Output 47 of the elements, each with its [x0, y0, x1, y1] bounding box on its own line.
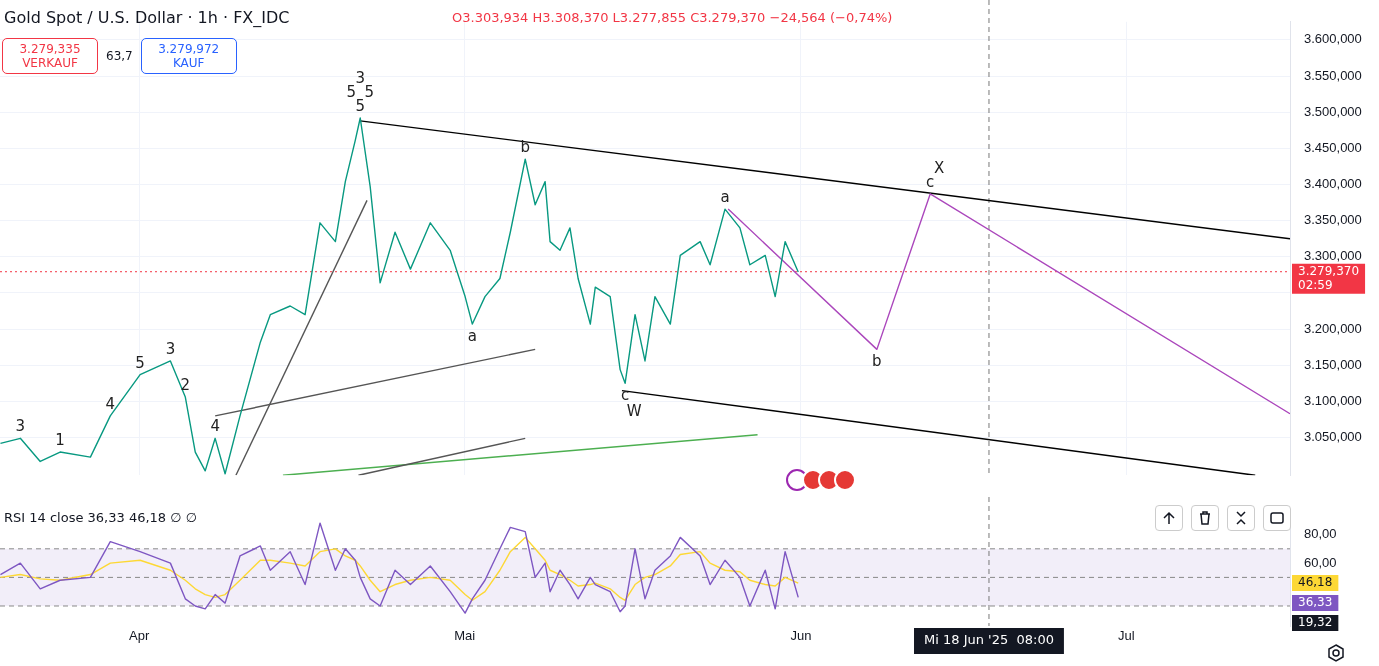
annotation: 63,7 [106, 49, 133, 63]
annotation: a [467, 326, 477, 345]
ref-line-label: 3.279,370 02:59 [1298, 263, 1360, 292]
annotation: c [926, 172, 935, 191]
annotation: 5 [364, 82, 375, 101]
x-tick-label: Jun [790, 628, 812, 644]
annotation: c [620, 386, 630, 405]
x-tick-label: Apr [129, 628, 150, 644]
annotation: b [872, 352, 882, 371]
y-tick-label: 3.200,000 [1304, 320, 1362, 336]
y-tick-label: 3.350,000 [1304, 212, 1362, 228]
annotation: 3 [15, 417, 26, 436]
annotation: 5 [135, 353, 145, 372]
y-tick-label: 3.600,000 [1304, 31, 1362, 47]
text: 46,18 [1298, 575, 1333, 590]
annotation: a [720, 187, 730, 206]
annotation: b [520, 138, 530, 157]
y-tick-label: 3.300,000 [1304, 248, 1362, 264]
ref-line-label: Mi 18 Jun '25 08:00 [924, 632, 1054, 648]
y-tick-label: 3.550,000 [1304, 67, 1362, 83]
text: 36,33 [1298, 595, 1333, 610]
annotation: 1 [55, 430, 65, 449]
y-tick-label: 3.500,000 [1304, 103, 1362, 119]
y-tick-label: 3.100,000 [1304, 393, 1362, 409]
y-tick-label: 80,00 [1304, 526, 1337, 542]
annotation: 4 [210, 417, 220, 436]
chart-title: Gold Spot / U.S. Dollar · 1h · FX_IDC [4, 8, 290, 27]
y-tick-label: 3.450,000 [1304, 139, 1362, 155]
text: 19,32 [1298, 615, 1333, 630]
annotation: X [934, 158, 945, 177]
annotation: W [626, 402, 642, 421]
annotation: 3.279,972 KAUF [140, 38, 237, 74]
y-tick-label: 3.400,000 [1304, 176, 1362, 192]
annotation: 2 [180, 375, 191, 394]
y-tick-label: 3.150,000 [1304, 356, 1362, 372]
annotation: 4 [105, 394, 116, 413]
annotation: 5 [355, 96, 366, 115]
chart-subtitle: O3.303,934 H3.308,370 L3.277,855 C3.279,370 −24,564 (−0,74%) [452, 10, 893, 25]
annotation: 3.279,335 VERKAUF [2, 38, 98, 74]
x-tick-label: Mai [454, 628, 476, 644]
y-tick-label: 60,00 [1304, 554, 1337, 570]
annotation: 3 [165, 339, 176, 358]
chart-title: RSI 14 close 36,33 46,18 ∅ ∅ [4, 510, 198, 525]
y-tick-label: 3.050,000 [1304, 429, 1362, 445]
annotation: 5 [346, 82, 357, 101]
annotation: 3 [355, 68, 366, 87]
x-tick-label: Jul [1118, 628, 1135, 644]
